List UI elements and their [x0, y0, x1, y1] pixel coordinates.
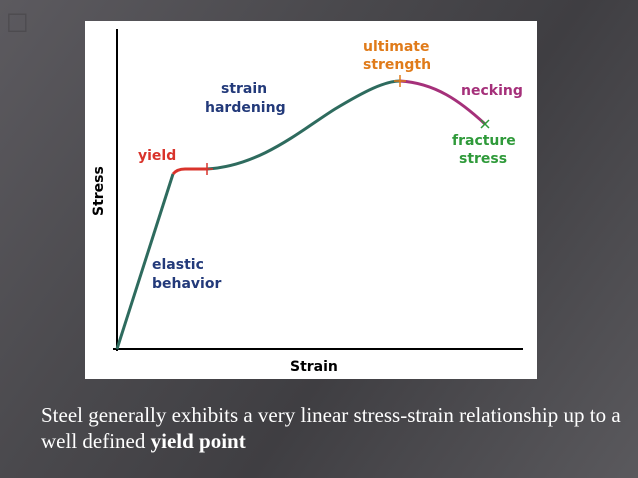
elastic-label-line1: elastic [152, 257, 204, 273]
necking-segment [399, 79, 487, 126]
fracture-marker [480, 119, 490, 129]
diagram-canvas: yield elastic behavior strain hardening … [91, 29, 523, 375]
caption-bold-text: yield point [150, 429, 246, 453]
strain-hardening-label-line2: hardening [205, 100, 286, 116]
y-axis-title: Stress [91, 166, 107, 216]
elastic-label-line2: behavior [152, 276, 221, 292]
corner-box-icon: □ [6, 7, 29, 35]
stress-strain-diagram: yield elastic behavior strain hardening … [85, 21, 537, 379]
slide-caption: Steel generally exhibits a very linear s… [41, 402, 621, 454]
ultimate-strength-label-line2: strength [363, 57, 431, 73]
fracture-stress-label-line1: fracture [452, 133, 516, 149]
ultimate-strength-label-line1: ultimate [363, 39, 429, 55]
elastic-segment [115, 173, 175, 350]
strain-hardening-label-line1: strain [221, 81, 267, 97]
necking-label: necking [461, 83, 523, 99]
x-axis-title: Strain [290, 359, 338, 375]
strain-hardening-segment [206, 79, 401, 171]
yield-marker [201, 163, 213, 175]
yield-segment [171, 167, 207, 175]
ultimate-marker [394, 75, 406, 87]
fracture-stress-label-line2: stress [459, 151, 507, 167]
caption-text: Steel generally exhibits a very linear s… [41, 403, 621, 453]
yield-label: yield [138, 148, 176, 164]
